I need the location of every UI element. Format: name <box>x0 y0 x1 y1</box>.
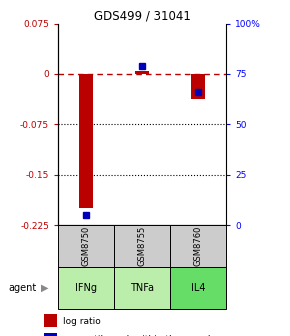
Bar <box>58 225 114 267</box>
Bar <box>170 267 226 309</box>
Text: agent: agent <box>9 283 37 293</box>
Text: IL4: IL4 <box>191 283 205 293</box>
Bar <box>114 225 170 267</box>
Bar <box>44 333 57 336</box>
Bar <box>79 74 93 208</box>
Text: IFNg: IFNg <box>75 283 97 293</box>
Text: percentile rank within the sample: percentile rank within the sample <box>63 335 216 336</box>
Text: log ratio: log ratio <box>63 317 101 326</box>
Bar <box>191 74 205 99</box>
Bar <box>58 267 114 309</box>
Text: TNFa: TNFa <box>130 283 154 293</box>
Bar <box>135 71 149 74</box>
Text: GSM8760: GSM8760 <box>194 226 203 266</box>
Text: ▶: ▶ <box>41 283 48 293</box>
Bar <box>114 267 170 309</box>
Text: GSM8755: GSM8755 <box>137 226 147 266</box>
Bar <box>170 225 226 267</box>
Title: GDS499 / 31041: GDS499 / 31041 <box>94 9 191 23</box>
Bar <box>44 314 57 327</box>
Text: GSM8750: GSM8750 <box>81 226 90 266</box>
